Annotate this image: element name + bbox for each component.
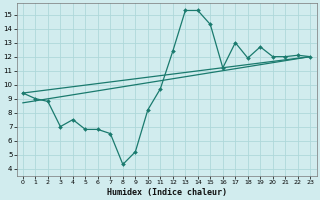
X-axis label: Humidex (Indice chaleur): Humidex (Indice chaleur) [107,188,227,197]
